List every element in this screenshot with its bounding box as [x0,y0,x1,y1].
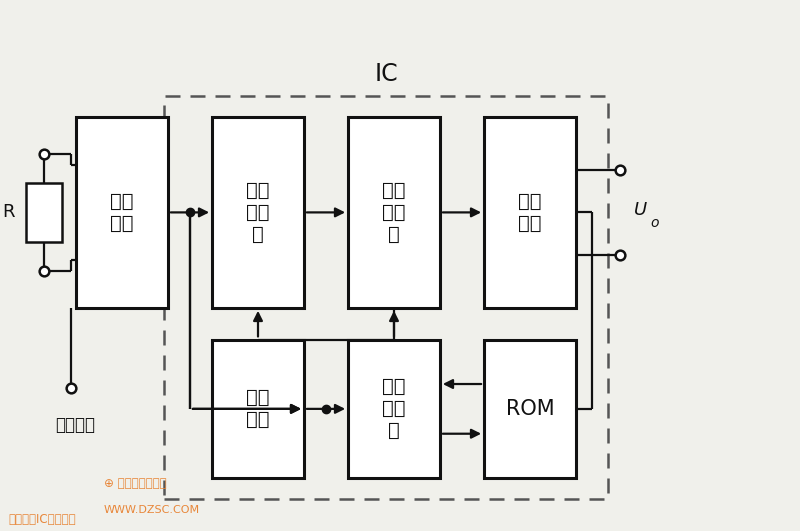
Text: IC: IC [374,62,398,87]
FancyBboxPatch shape [212,340,304,478]
Text: 速度
控制: 速度 控制 [246,388,270,430]
Text: U: U [634,201,647,219]
Text: WWW.DZSC.COM: WWW.DZSC.COM [104,505,200,515]
Text: 节奏
发生
器: 节奏 发生 器 [382,378,406,440]
FancyBboxPatch shape [348,340,440,478]
Text: o: o [650,216,659,230]
Text: 音调
发生
器: 音调 发生 器 [246,181,270,244]
FancyBboxPatch shape [348,117,440,308]
Text: R: R [2,203,14,221]
FancyBboxPatch shape [212,117,304,308]
Text: 振荡
电路: 振荡 电路 [110,192,134,233]
Text: 触发信号: 触发信号 [55,416,95,434]
Text: ROM: ROM [506,399,554,419]
Text: 驱动
电路: 驱动 电路 [518,192,542,233]
Text: 包络
发生
器: 包络 发生 器 [382,181,406,244]
FancyBboxPatch shape [26,183,62,242]
Text: 全球最大IC采购网站: 全球最大IC采购网站 [8,513,76,526]
FancyBboxPatch shape [484,117,576,308]
FancyBboxPatch shape [484,340,576,478]
Text: ⊕ 维库电子市场网: ⊕ 维库电子市场网 [104,477,166,490]
FancyBboxPatch shape [76,117,168,308]
